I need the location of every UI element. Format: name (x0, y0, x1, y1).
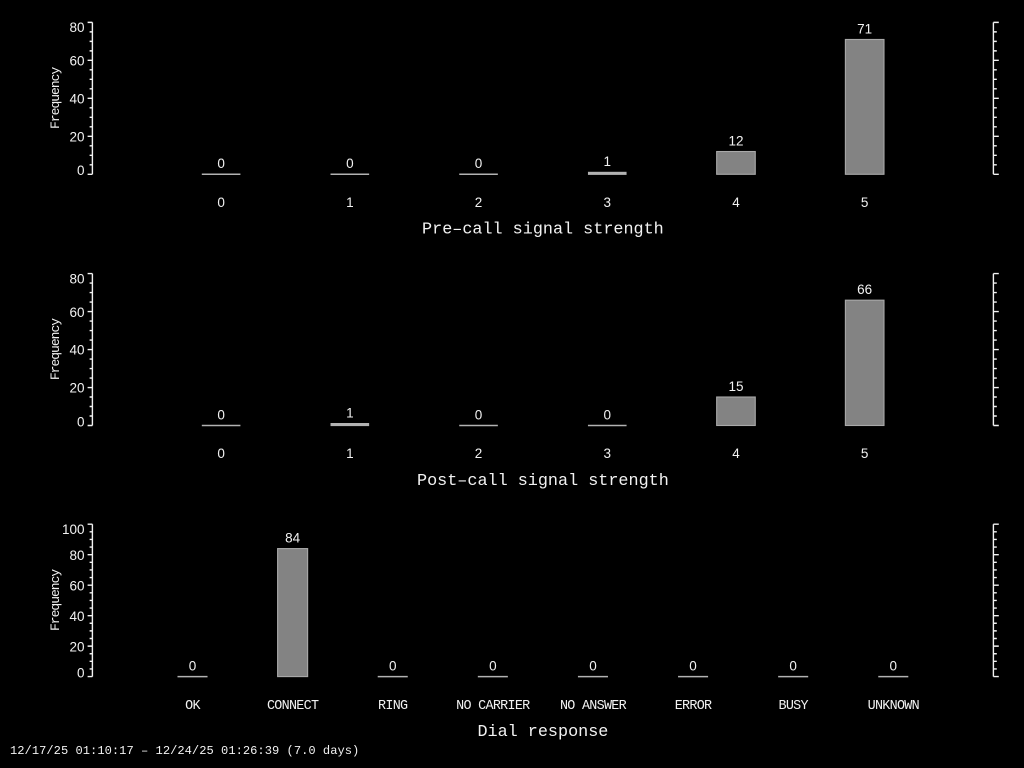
svg-text:60: 60 (69, 305, 84, 320)
svg-text:0: 0 (346, 156, 354, 171)
svg-text:0: 0 (489, 658, 497, 673)
svg-text:NO ANSWER: NO ANSWER (560, 699, 627, 714)
svg-text:RING: RING (378, 699, 408, 714)
svg-text:0: 0 (189, 658, 197, 673)
svg-text:UNKNOWN: UNKNOWN (868, 699, 919, 714)
svg-text:0: 0 (217, 195, 225, 210)
svg-text:2: 2 (475, 195, 483, 210)
svg-text:3: 3 (604, 195, 612, 210)
svg-text:20: 20 (69, 381, 84, 396)
svg-text:20: 20 (69, 130, 84, 145)
svg-text:BUSY: BUSY (779, 699, 809, 714)
svg-text:71: 71 (857, 21, 872, 36)
svg-text:5: 5 (861, 446, 869, 461)
svg-text:CONNECT: CONNECT (267, 699, 319, 714)
svg-text:0: 0 (689, 658, 697, 673)
svg-text:1: 1 (346, 446, 354, 461)
svg-text:0: 0 (475, 407, 483, 422)
svg-text:0: 0 (789, 658, 797, 673)
svg-text:1: 1 (346, 195, 354, 210)
svg-text:80: 80 (69, 271, 84, 286)
svg-text:2: 2 (475, 446, 483, 461)
svg-text:Frequency: Frequency (48, 318, 63, 380)
svg-text:0: 0 (890, 658, 898, 673)
svg-text:0: 0 (217, 156, 225, 171)
svg-text:20: 20 (69, 639, 84, 654)
svg-text:40: 40 (69, 92, 84, 107)
svg-text:3: 3 (604, 446, 612, 461)
svg-text:Frequency: Frequency (48, 569, 63, 631)
svg-text:0: 0 (77, 666, 85, 681)
svg-text:0: 0 (389, 658, 397, 673)
svg-text:Frequency: Frequency (48, 67, 63, 129)
svg-text:4: 4 (732, 446, 740, 461)
svg-text:40: 40 (69, 609, 84, 624)
svg-text:Dial response: Dial response (477, 723, 608, 742)
svg-text:ERROR: ERROR (675, 699, 712, 714)
svg-text:Pre–call signal strength: Pre–call signal strength (422, 221, 664, 240)
svg-text:1: 1 (604, 154, 612, 169)
svg-text:0: 0 (77, 163, 85, 178)
svg-text:1: 1 (346, 405, 354, 420)
svg-text:12: 12 (728, 133, 743, 148)
svg-text:OK: OK (185, 699, 201, 714)
svg-text:15: 15 (728, 379, 743, 394)
svg-text:5: 5 (861, 195, 869, 210)
svg-text:60: 60 (69, 54, 84, 69)
svg-text:40: 40 (69, 343, 84, 358)
svg-text:Post–call signal strength: Post–call signal strength (417, 472, 669, 491)
svg-text:0: 0 (475, 156, 483, 171)
svg-text:12/17/25 01:10:17 – 12/24/25 0: 12/17/25 01:10:17 – 12/24/25 01:26:39 (7… (10, 744, 359, 758)
svg-text:84: 84 (285, 530, 301, 545)
svg-text:100: 100 (62, 522, 85, 537)
svg-text:0: 0 (604, 407, 612, 422)
svg-text:66: 66 (857, 282, 872, 297)
svg-text:80: 80 (69, 548, 84, 563)
svg-text:80: 80 (69, 20, 84, 35)
svg-text:60: 60 (69, 578, 84, 593)
svg-text:NO CARRIER: NO CARRIER (456, 699, 530, 714)
svg-text:0: 0 (77, 414, 85, 429)
svg-text:4: 4 (732, 195, 740, 210)
svg-text:0: 0 (217, 407, 225, 422)
svg-text:0: 0 (589, 658, 597, 673)
svg-text:0: 0 (217, 446, 225, 461)
